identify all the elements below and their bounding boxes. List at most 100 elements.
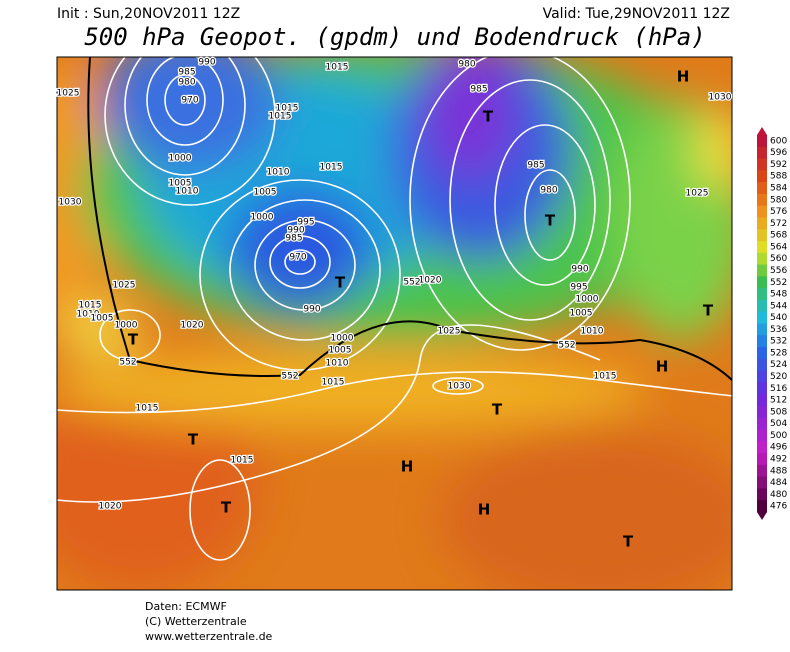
colorbar-swatch — [757, 146, 767, 160]
isobar-label: 985 — [527, 161, 544, 171]
colorbar-swatch — [757, 464, 767, 478]
colorbar-label: 500 — [770, 431, 787, 441]
pressure-center: H — [401, 458, 414, 476]
pressure-center: H — [478, 501, 491, 519]
colorbar-label: 544 — [770, 301, 787, 311]
isobar-label: 990 — [303, 305, 320, 315]
colorbar-swatch — [757, 299, 767, 313]
colorbar-swatch — [757, 488, 767, 501]
colorbar-label: 572 — [770, 219, 787, 229]
credit: (C) Wetterzentrale — [145, 615, 247, 628]
init-time: Init : Sun,20NOV2011 12Z — [57, 6, 240, 22]
colorbar-swatch — [757, 370, 767, 383]
isobar-label: 970 — [289, 253, 306, 263]
colorbar-swatch — [757, 429, 767, 442]
credit: Daten: ECMWF — [145, 600, 227, 613]
isobar-label: 985 — [178, 68, 195, 78]
colorbar-label: 492 — [770, 454, 787, 464]
colorbar-cap — [757, 127, 767, 135]
valid-time: Valid: Tue,29NOV2011 12Z — [543, 6, 730, 22]
isobar-label: 1010 — [77, 310, 100, 320]
colorbar-swatch — [757, 382, 767, 395]
colorbar-label: 584 — [770, 184, 787, 194]
pressure-center: H — [656, 358, 669, 376]
colorbar-swatch — [757, 405, 767, 419]
isobar-label: 985 — [285, 234, 302, 244]
isobar-label: 1000 — [251, 213, 274, 223]
colorbar-label: 588 — [770, 172, 787, 182]
pressure-center: T — [492, 401, 503, 419]
colorbar-swatch — [757, 288, 767, 301]
colorbar-label: 596 — [770, 148, 787, 158]
isobar-label: 1025 — [438, 327, 461, 337]
colorbar-swatch — [757, 441, 767, 454]
colorbar-swatch — [757, 158, 767, 171]
isobar-label: 990 — [198, 58, 215, 68]
pressure-center: T — [335, 274, 346, 292]
isobar-label: 552 — [119, 358, 136, 368]
isobar-label: 552 — [558, 341, 575, 351]
colorbar-swatch — [757, 347, 767, 360]
isobar-label: 1015 — [276, 104, 299, 114]
colorbar-label: 536 — [770, 325, 787, 335]
isobar-label: 980 — [458, 60, 475, 70]
colorbar-label: 564 — [770, 242, 787, 252]
isobar-label: 1015 — [320, 163, 343, 173]
isobar-label: 1015 — [79, 301, 102, 311]
colorbar-swatch — [757, 358, 767, 372]
pressure-center: T — [188, 431, 199, 449]
isobar-label: 1020 — [181, 321, 204, 331]
isobar-label: 1010 — [326, 359, 349, 369]
isobar-label: 995 — [297, 218, 314, 228]
colorbar-swatch — [757, 205, 767, 218]
colorbar-swatch — [757, 229, 767, 242]
isobar-label: 1000 — [169, 154, 192, 164]
pressure-center: T — [483, 108, 494, 126]
isobar-label: 995 — [570, 283, 587, 293]
isobar-label: 1000 — [115, 321, 138, 331]
isobar-label: 1020 — [99, 502, 122, 512]
isobar-label: 1020 — [419, 276, 442, 286]
colorbar-label: 580 — [770, 195, 787, 205]
pressure-center: T — [128, 331, 139, 349]
isobar-label: 1000 — [576, 295, 599, 305]
colorbar-swatch — [757, 241, 767, 254]
colorbar-label: 576 — [770, 207, 787, 217]
colorbar-swatch — [757, 335, 767, 348]
map-frame — [56, 56, 733, 591]
colorbar-cap — [757, 512, 767, 520]
colorbar-swatch — [757, 264, 767, 277]
isobar-label: 1015 — [326, 63, 349, 73]
colorbar-swatch — [757, 417, 767, 431]
pressure-center: T — [623, 533, 634, 551]
map-title: 500 hPa Geopot. (gpdm) und Bodendruck (h… — [84, 23, 705, 51]
colorbar-label: 548 — [770, 290, 787, 300]
colorbar-swatch — [757, 217, 767, 230]
colorbar-label: 516 — [770, 384, 787, 394]
pressure-center: T — [545, 212, 556, 230]
isobar-label: 1030 — [709, 93, 732, 103]
colorbar-swatch — [757, 453, 767, 466]
colorbar-swatch — [757, 193, 767, 207]
isobar-label: 1015 — [269, 112, 292, 122]
colorbar-label: 508 — [770, 407, 787, 417]
colorbar-swatch — [757, 476, 767, 489]
colorbar-swatch — [757, 135, 767, 148]
colorbar-label: 512 — [770, 396, 787, 406]
isobar-label: 970 — [181, 96, 198, 106]
isobar-label: 1005 — [169, 179, 192, 189]
isobar-label: 1015 — [231, 456, 254, 466]
colorbar-label: 592 — [770, 160, 787, 170]
colorbar-label: 560 — [770, 254, 787, 264]
colorbar-label: 524 — [770, 360, 787, 370]
colorbar-label: 552 — [770, 278, 787, 288]
colorbar-label: 532 — [770, 337, 787, 347]
colorbar-swatch — [757, 170, 767, 183]
isobar-label: 1015 — [136, 404, 159, 414]
isobar-label: 1010 — [267, 168, 290, 178]
pressure-center: H — [677, 68, 690, 86]
colorbar-label: 540 — [770, 313, 787, 323]
isobar-label: 552 — [281, 372, 298, 382]
colorbar-swatch — [757, 500, 767, 513]
